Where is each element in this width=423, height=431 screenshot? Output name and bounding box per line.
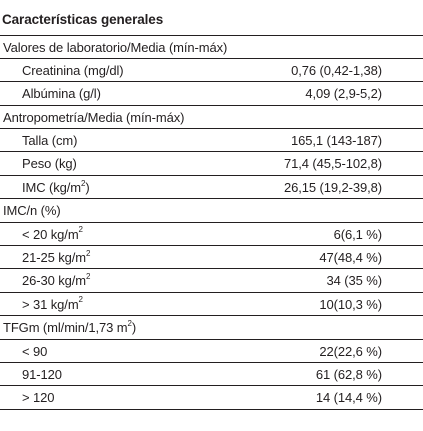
row-value: 71,4 (45,5-102,8): [283, 156, 382, 172]
row-value: 61 (62,8 %): [315, 366, 382, 382]
row-label: Talla (cm): [22, 133, 78, 149]
superscript: 2: [86, 248, 91, 258]
section-label: Antropometría/Media (mín-máx): [3, 109, 185, 125]
row-label: Peso (kg): [22, 156, 77, 172]
row-label: 26-30 kg/m2: [22, 269, 91, 293]
section-header-anthropometry: Antropometría/Media (mín-máx): [0, 106, 423, 130]
row-value: 0,76 (0,42-1,38): [291, 62, 382, 78]
table-row: > 31 kg/m2 10(10,3 %): [0, 293, 423, 317]
row-label: > 31 kg/m2: [22, 293, 83, 317]
superscript: 2: [127, 318, 132, 328]
table-row: < 90 22(22,6 %): [0, 340, 423, 363]
section-header-gfr: TFGm (ml/min/1,73 m2): [0, 316, 423, 340]
section-header-lab-values: Valores de laboratorio/Media (mín-máx): [0, 36, 423, 59]
section-header-bmi-distribution: IMC/n (%): [0, 199, 423, 223]
table-row: > 120 14 (14,4 %): [0, 386, 423, 410]
table-row: Creatinina (mg/dl) 0,76 (0,42-1,38): [0, 59, 423, 83]
superscript: 2: [78, 225, 83, 235]
superscript: 2: [86, 272, 91, 282]
row-label-text: < 20 kg/m: [22, 226, 79, 242]
row-value: 47(48,4 %): [319, 250, 382, 266]
section-label: TFGm (ml/min/1,73 m2): [0, 318, 137, 336]
row-value: 14 (14,4 %): [315, 390, 382, 406]
row-label-text: IMC (kg/m: [22, 179, 82, 195]
row-label: Creatinina (mg/dl): [22, 62, 124, 78]
row-value: 26,15 (19,2-39,8): [283, 179, 382, 195]
row-label-text: > 31 kg/m: [22, 296, 79, 312]
table-row: 21-25 kg/m2 47(48,4 %): [0, 246, 423, 270]
section-label: IMC/n (%): [3, 203, 61, 219]
superscript: 2: [78, 295, 83, 305]
row-label: IMC (kg/m2): [22, 176, 90, 200]
row-label-text: 26-30 kg/m: [22, 273, 87, 289]
table-row: < 20 kg/m2 6(6,1 %): [0, 223, 423, 247]
row-label: < 20 kg/m2: [22, 223, 83, 247]
row-label: Albúmina (g/l): [22, 86, 101, 102]
row-label-suffix: ): [85, 179, 90, 195]
row-value: 4,09 (2,9-5,2): [305, 86, 382, 102]
row-value: 10(10,3 %): [319, 296, 382, 312]
row-label: > 120: [22, 390, 55, 406]
superscript: 2: [81, 178, 86, 188]
characteristics-table: Características generales Valores de lab…: [0, 0, 423, 410]
table-row: Peso (kg) 71,4 (45,5-102,8): [0, 152, 423, 176]
row-label-text: 21-25 kg/m: [22, 250, 87, 266]
row-label: < 90: [22, 343, 48, 359]
table-row: 91-120 61 (62,8 %): [0, 363, 423, 387]
section-label-suffix: ): [131, 320, 137, 336]
table-row: 26-30 kg/m2 34 (35 %): [0, 269, 423, 293]
row-label: 91-120: [22, 366, 62, 382]
table-row: Talla (cm) 165,1 (143-187): [0, 129, 423, 153]
row-value: 6(6,1 %): [333, 226, 382, 242]
table-row: IMC (kg/m2) 26,15 (19,2-39,8): [0, 176, 423, 200]
section-label-text: TFGm (ml/min/1,73 m: [3, 320, 128, 336]
row-value: 22(22,6 %): [319, 343, 382, 359]
row-value: 34 (35 %): [326, 273, 383, 289]
row-label: 21-25 kg/m2: [22, 246, 91, 270]
table-row: Albúmina (g/l) 4,09 (2,9-5,2): [0, 82, 423, 106]
row-value: 165,1 (143-187): [290, 133, 382, 149]
table-title: Características generales: [2, 12, 164, 27]
section-label: Valores de laboratorio/Media (mín-máx): [3, 39, 228, 55]
table-title-row: Características generales: [0, 0, 423, 36]
